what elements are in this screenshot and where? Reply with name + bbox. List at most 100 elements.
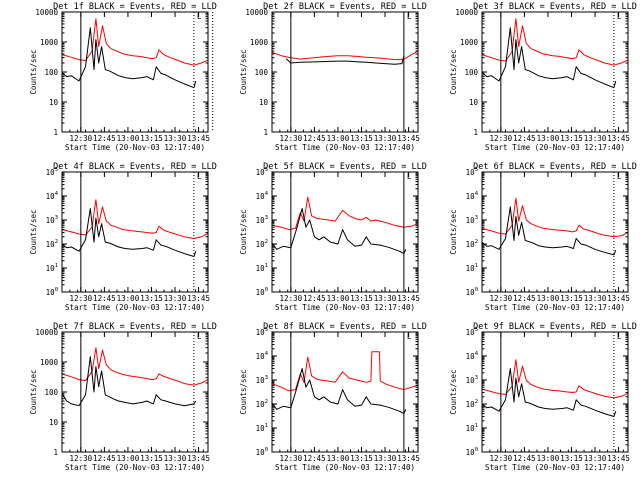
lld-series-line <box>481 359 629 399</box>
y-tick-label: 104 <box>466 191 479 201</box>
panel-7: Det 7f BLACK = Events, RED = LLD Counts/s… <box>29 322 217 472</box>
y-tick-label: 100 <box>464 68 478 77</box>
x-tick-label: 13:30 <box>374 454 397 463</box>
y-tick-label: 1000 <box>40 38 59 47</box>
y-tick-label: 1000 <box>40 358 59 367</box>
plot-frame <box>61 171 209 293</box>
x-tick-label: 12:45 <box>93 294 116 303</box>
x-tick-label: 12:45 <box>513 294 536 303</box>
x-tick-label: 12:45 <box>93 454 116 463</box>
y-tick-label: 10 <box>259 98 269 107</box>
y-tick-label: 101 <box>466 423 478 433</box>
marker-label: L <box>407 12 412 21</box>
y-tick-label: 100 <box>254 68 268 77</box>
y-axis-label: Counts/sec <box>449 369 458 414</box>
lld-series-line <box>271 50 419 61</box>
x-tick-label: 12:30 <box>490 294 513 303</box>
y-tick-label: 102 <box>46 239 58 249</box>
panel-6: Det 6f BLACK = Events, RED = LLD Counts/s… <box>449 162 637 312</box>
x-tick-label: 13:45 <box>607 134 630 143</box>
y-axis-label: Counts/sec <box>29 209 38 254</box>
y-tick-label: 103 <box>466 375 478 385</box>
y-tick-label: 103 <box>466 215 478 225</box>
x-tick-label: 13:45 <box>607 454 630 463</box>
x-tick-label: 13:45 <box>187 134 210 143</box>
events-series-line <box>61 356 197 407</box>
panel-3: Det 3f BLACK = Events, RED = LLD Counts/s… <box>449 2 637 152</box>
x-tick-label: 13:15 <box>140 134 163 143</box>
y-tick-label: 10000 <box>455 8 478 17</box>
x-tick-label: 12:30 <box>490 454 513 463</box>
x-tick-label: 13:30 <box>164 294 187 303</box>
x-tick-label: 12:30 <box>280 294 303 303</box>
y-tick-label: 10 <box>469 98 479 107</box>
plot-frame <box>61 11 209 133</box>
x-axis-label: Start Time (20-Nov-03 12:17:40) <box>485 463 625 472</box>
x-tick-label: 13:30 <box>164 454 187 463</box>
events-series-line <box>271 208 407 255</box>
y-tick-label: 1000 <box>460 38 479 47</box>
x-tick-label: 12:45 <box>513 454 536 463</box>
y-tick-label: 102 <box>256 399 268 409</box>
y-tick-label: 100 <box>466 447 478 457</box>
x-axis-label: Start Time (20-Nov-03 12:17:40) <box>485 303 625 312</box>
x-tick-label: 12:45 <box>513 134 536 143</box>
marker-label: L <box>197 12 202 21</box>
y-tick-label: 100 <box>44 388 58 397</box>
panel-title: Det 5f BLACK = Events, RED = LLD <box>263 162 427 172</box>
plot-frame <box>481 11 629 133</box>
events-series-line <box>61 27 197 89</box>
y-tick-label: 1 <box>53 128 58 137</box>
panel-title: Det 2f BLACK = Events, RED = LLD <box>263 2 427 12</box>
lld-series-line <box>271 196 419 231</box>
x-axis-label: Start Time (20-Nov-03 12:17:40) <box>65 463 205 472</box>
y-tick-label: 1 <box>263 128 268 137</box>
marker-label: L <box>617 172 622 181</box>
x-axis-label: Start Time (20-Nov-03 12:17:40) <box>275 143 415 152</box>
marker-label: L <box>407 172 412 181</box>
x-tick-label: 12:30 <box>280 454 303 463</box>
x-axis-label: Start Time (20-Nov-03 12:17:40) <box>275 463 415 472</box>
events-series-line <box>481 27 617 89</box>
y-tick-label: 100 <box>256 287 268 297</box>
x-tick-label: 12:30 <box>280 134 303 143</box>
x-tick-label: 13:15 <box>350 134 373 143</box>
x-axis-label: Start Time (20-Nov-03 12:17:40) <box>485 143 625 152</box>
events-series-line <box>481 206 617 256</box>
y-tick-label: 105 <box>466 327 478 337</box>
x-tick-label: 13:45 <box>397 454 420 463</box>
lld-series-line <box>271 351 419 392</box>
y-tick-label: 104 <box>466 351 479 361</box>
y-tick-label: 10000 <box>35 8 58 17</box>
y-tick-label: 102 <box>466 399 478 409</box>
y-tick-label: 104 <box>256 351 269 361</box>
y-tick-label: 101 <box>256 263 268 273</box>
marker-label: L <box>617 12 622 21</box>
panel-title: Det 6f BLACK = Events, RED = LLD <box>473 162 637 172</box>
panel-2: Det 2f BLACK = Events, RED = LLD Counts/s… <box>239 2 427 152</box>
y-tick-label: 10000 <box>35 328 58 337</box>
x-tick-label: 13:15 <box>350 454 373 463</box>
y-tick-label: 100 <box>256 447 268 457</box>
y-tick-label: 10000 <box>245 8 268 17</box>
x-tick-label: 12:30 <box>70 294 93 303</box>
plot-frame <box>271 11 419 133</box>
lld-series-line <box>481 18 629 66</box>
x-tick-label: 13:00 <box>537 454 560 463</box>
x-tick-label: 13:45 <box>187 294 210 303</box>
panel-title: Det 4f BLACK = Events, RED = LLD <box>53 162 217 172</box>
events-series-line <box>271 368 407 415</box>
x-tick-label: 13:00 <box>327 294 350 303</box>
marker-label: L <box>197 332 202 341</box>
x-tick-label: 13:00 <box>537 294 560 303</box>
x-axis-label: Start Time (20-Nov-03 12:17:40) <box>65 143 205 152</box>
x-tick-label: 13:30 <box>584 134 607 143</box>
y-axis-label: Counts/sec <box>29 369 38 414</box>
marker-label: L <box>617 332 622 341</box>
x-tick-label: 13:45 <box>397 294 420 303</box>
x-tick-label: 13:00 <box>117 454 140 463</box>
x-tick-label: 13:15 <box>560 454 583 463</box>
x-tick-label: 12:30 <box>70 454 93 463</box>
y-axis-label: Counts/sec <box>29 49 38 94</box>
